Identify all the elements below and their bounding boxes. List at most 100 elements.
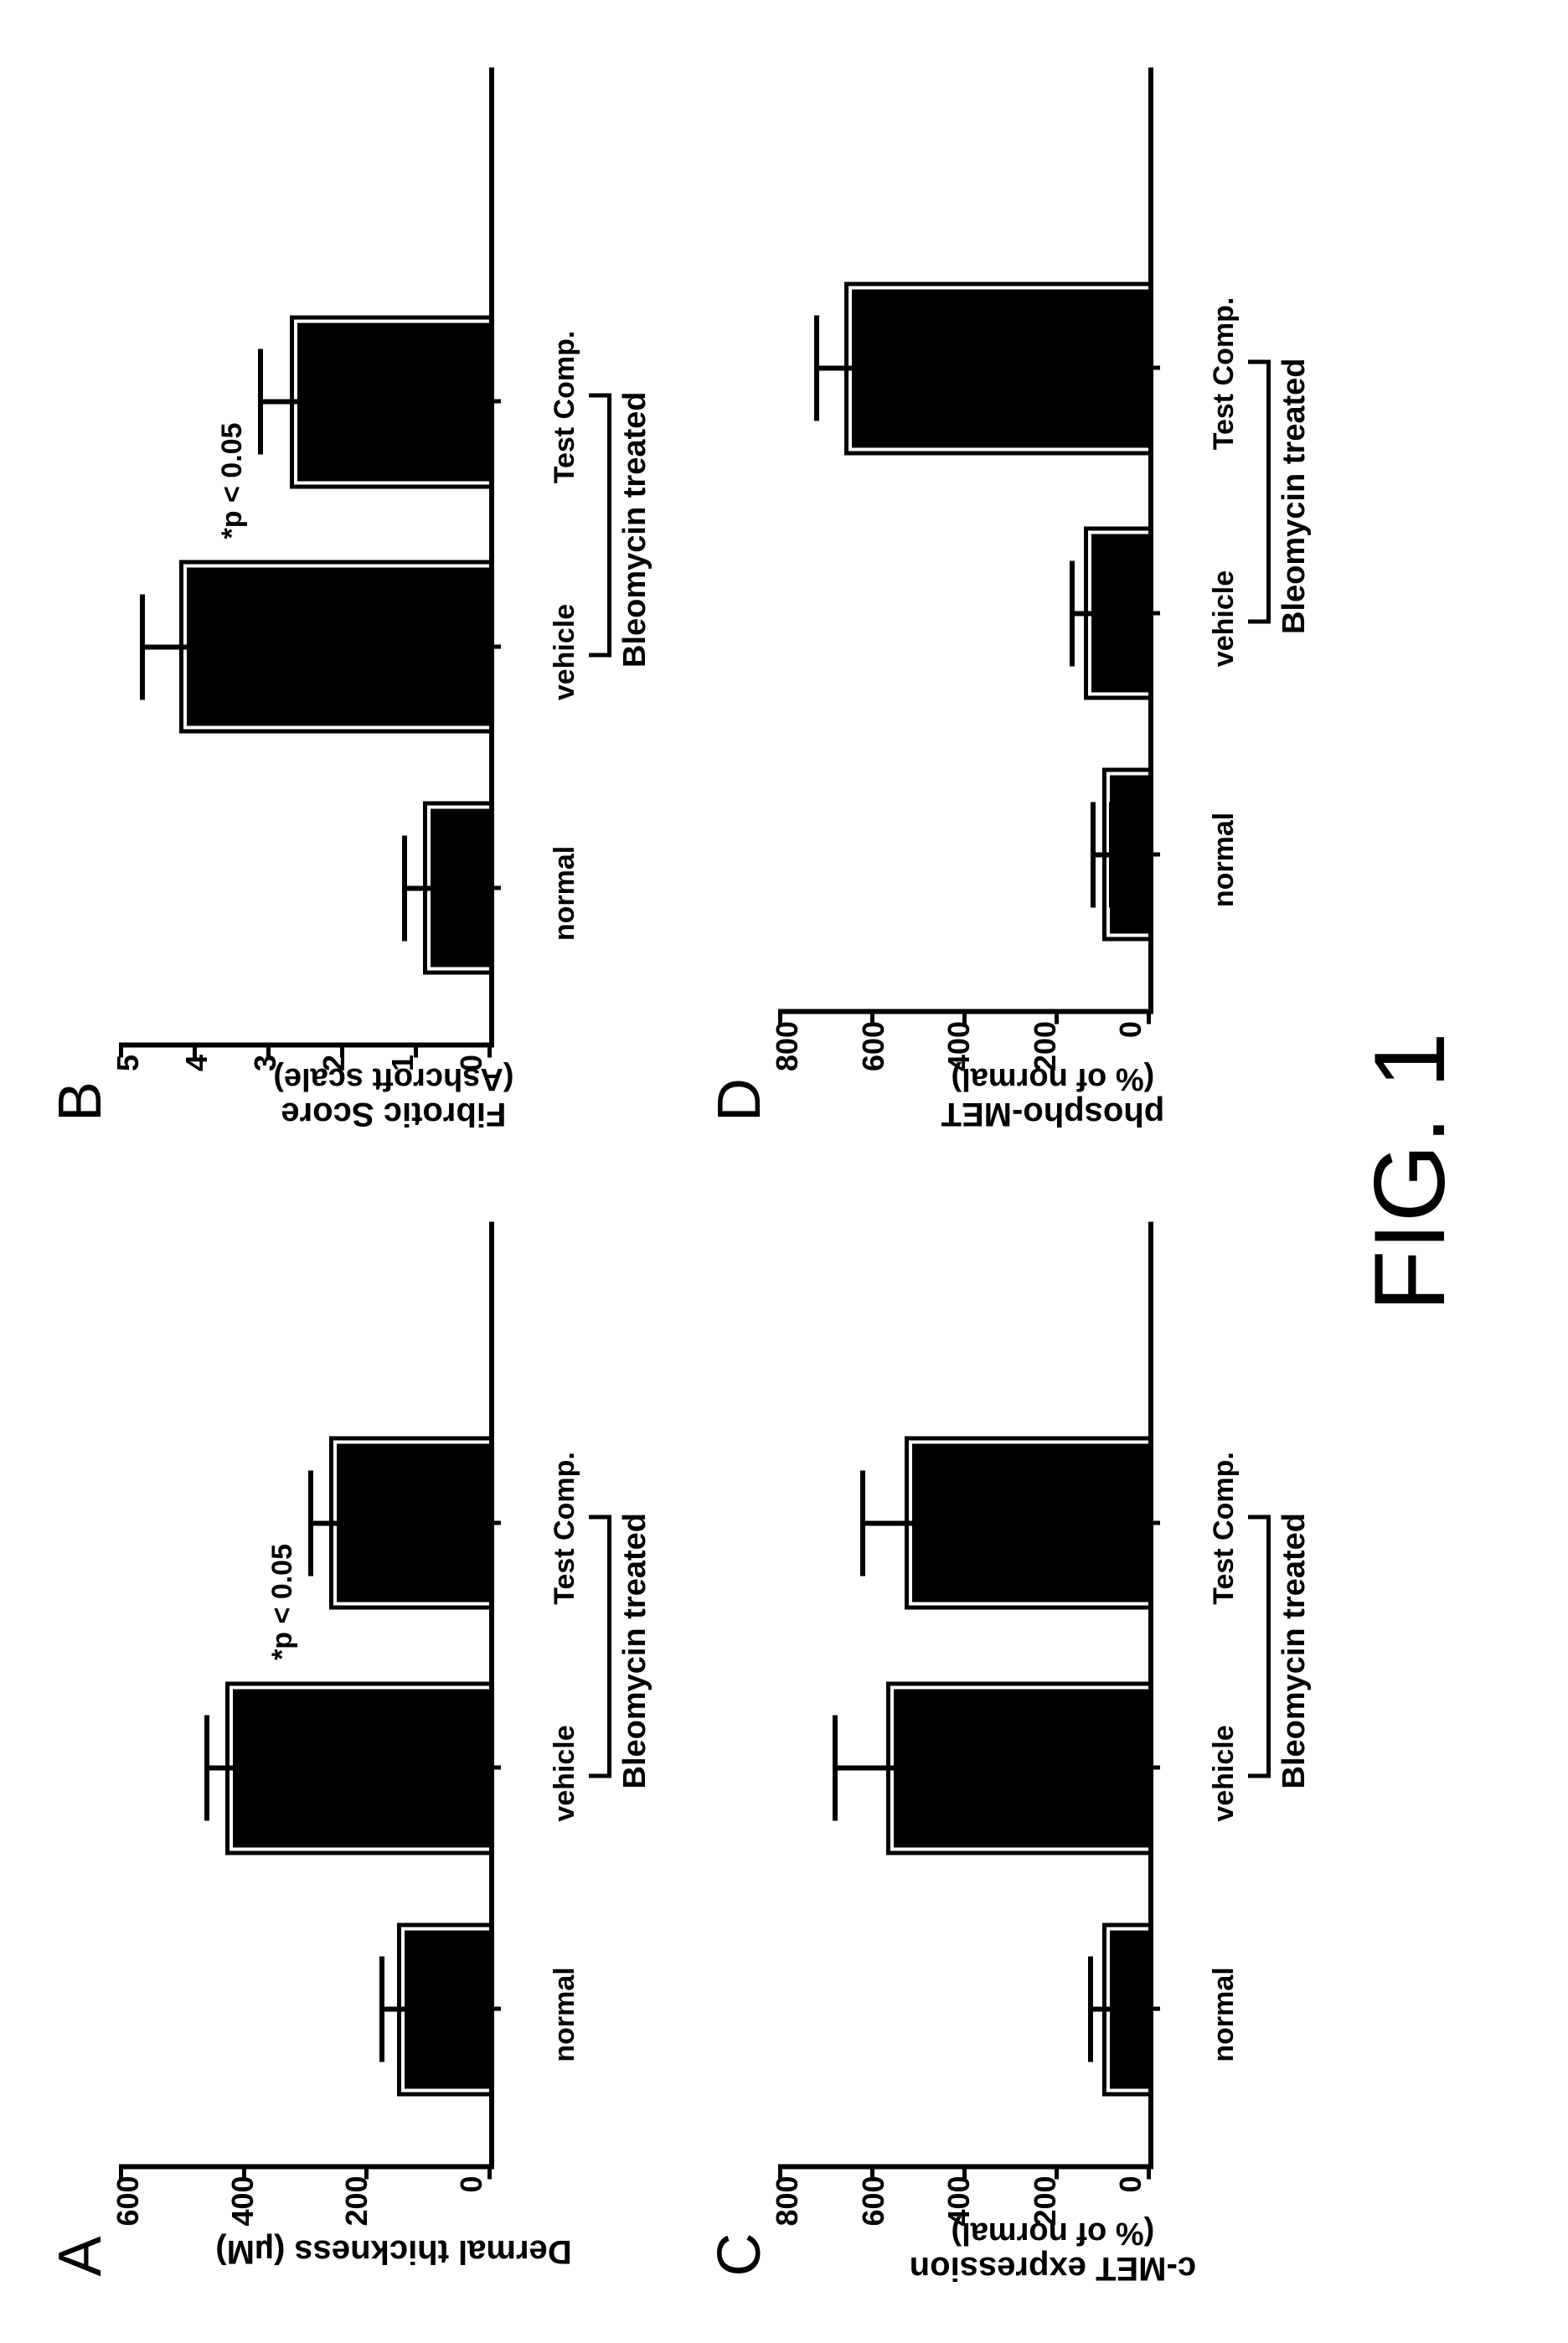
category-label: Test Comp. <box>1208 1452 1240 1605</box>
error-cap <box>317 348 322 454</box>
panel-C-plot-row: 8006004002000 <box>770 1222 1193 2227</box>
group-label: Bleomycin treated <box>617 1513 653 1788</box>
panel-B-chart: Fibrotic Score (Ashcroft scale) 543210 *… <box>111 67 676 1122</box>
category-label: normal <box>1208 812 1240 906</box>
error-cap <box>308 1470 313 1576</box>
panel-B-plot-area: *p < 0.05 <box>121 67 494 1047</box>
error-cap <box>934 1715 939 1820</box>
error-bar <box>207 1765 244 1770</box>
error-cap <box>943 1470 948 1576</box>
error-bar <box>863 1520 946 1525</box>
xtick-mark <box>1148 852 1160 856</box>
p-value-annotation: *p < 0.05 <box>266 1544 299 1660</box>
category-label: normal <box>1208 1967 1240 2062</box>
group-label: Bleomycin treated <box>1277 358 1313 633</box>
category-label: Test Comp. <box>549 1452 581 1605</box>
panel-A-plot-wrap: 6004002000 *p < 0.05 normalvehicleTest C… <box>111 1222 676 2227</box>
panel-C-top: C <box>709 1222 770 2277</box>
ytick-label: 600 <box>856 2175 891 2226</box>
ytick-mark <box>778 1009 782 1024</box>
error-bar <box>405 885 441 890</box>
panel-A-ylabel: Dermal thickness (µM) <box>215 2232 571 2269</box>
panel-A-plot-area: *p < 0.05 <box>121 1222 494 2169</box>
panel-D-xcats: normalvehicleTest Comp.Bleomycin treated <box>1193 261 1335 1014</box>
ytick-mark <box>1147 1009 1151 1024</box>
xtick-mark <box>489 1765 501 1769</box>
panel-C: C c-MET expression (% of normal) 8006004… <box>709 1222 1335 2277</box>
panel-B-plot-wrap: 543210 *p < 0.05 normalvehicleTest Comp.… <box>111 67 676 1071</box>
ytick-mark <box>340 1042 344 1057</box>
error-cap <box>1109 802 1114 907</box>
panel-C-xcats: normal vehicle Test Comp. Bleomycin treated <box>1193 1415 1335 2169</box>
panel-letter-B: B <box>50 1081 111 1121</box>
error-bar <box>817 365 872 370</box>
error-cap <box>814 315 819 421</box>
ytick-mark <box>487 1042 492 1057</box>
error-cap <box>439 835 444 941</box>
error-cap <box>833 1715 838 1820</box>
panel-D-top: D <box>709 67 770 1122</box>
error-cap <box>1093 560 1098 666</box>
panel-letter-A: A <box>50 2236 111 2276</box>
ytick-label: 800 <box>770 1020 805 1071</box>
category-label: vehicle <box>549 603 581 699</box>
group-bracket <box>589 1515 611 1778</box>
ytick-mark <box>119 2164 123 2179</box>
bar-inner-border <box>333 1440 489 1605</box>
error-cap <box>860 1470 865 1576</box>
panel-A-yticks: 6004002000 <box>111 2169 489 2226</box>
group-bracket <box>1248 1515 1271 1778</box>
panel-C-plot-area <box>780 1222 1153 2169</box>
panel-A: A Dermal thickness (µM) 6004002000 *p < … <box>50 1222 676 2277</box>
panel-grid: A Dermal thickness (µM) 600 400 200 0 *p < … <box>50 67 1335 2276</box>
group-label: Bleomycin treated <box>1277 1513 1313 1788</box>
error-bar <box>382 2006 413 2011</box>
ytick-label: 400 <box>225 2175 260 2226</box>
ytick-label: 0 <box>1113 2175 1148 2192</box>
xtick-mark <box>1148 365 1160 369</box>
panel-D-ylabel-sub: (% of normal) <box>941 1061 1164 1096</box>
error-cap <box>214 594 219 699</box>
ytick-mark <box>193 1042 197 1057</box>
xtick-mark <box>1148 1520 1160 1525</box>
bar-inner-border <box>230 1685 489 1850</box>
panel-B-ylabel-wrap: Fibrotic Score (Ashcroft scale) <box>111 1071 676 1122</box>
xtick-mark <box>489 885 501 890</box>
panel-B: B Fibrotic Score (Ashcroft scale) 543210… <box>50 67 676 1122</box>
category-label: Test Comp. <box>549 330 581 483</box>
error-cap <box>1091 802 1096 907</box>
xtick-mark <box>489 2006 501 2010</box>
ytick-mark <box>870 1009 874 1024</box>
panel-D-plot-row: 8006004002000 <box>770 67 1193 1071</box>
panel-D-plot-area <box>780 67 1153 1014</box>
panel-A-xcats: normal vehicle Test Comp. Bleomycin treated <box>534 1415 676 2169</box>
group-bracket <box>1248 360 1271 624</box>
error-bar <box>311 1520 348 1525</box>
error-cap <box>379 1956 384 2062</box>
panel-D-ylabel-wrap: phospho-MET (% of normal) <box>770 1071 1335 1122</box>
bar-inner-border <box>294 319 489 484</box>
category-label: vehicle <box>549 1725 581 1821</box>
ytick-mark <box>962 2164 967 2179</box>
category-label: Test Comp. <box>1208 297 1240 450</box>
ytick-label: 0 <box>1113 1020 1148 1037</box>
error-cap <box>140 594 145 699</box>
panel-D: D phospho-MET (% of normal) 800600400200… <box>709 67 1335 1122</box>
ytick-label: 600 <box>111 2175 146 2226</box>
panel-D-plot-wrap: 8006004002000 normalvehicleTest Comp.Ble… <box>770 67 1335 1071</box>
figure-caption: FIG. 1 <box>1352 1032 1467 1311</box>
xtick-mark <box>489 399 501 403</box>
bar-inner-border <box>848 286 1148 451</box>
p-value-annotation: *p < 0.05 <box>216 422 249 539</box>
panel-D-chart: phospho-MET (% of normal) 8006004002000 … <box>770 67 1335 1122</box>
error-cap <box>869 315 874 421</box>
error-cap <box>410 1956 415 2062</box>
panel-B-ylabel: Fibrotic Score (Ashcroft scale) <box>273 1061 513 1133</box>
ytick-mark <box>1055 2164 1059 2179</box>
error-cap <box>241 1715 246 1820</box>
ytick-label: 200 <box>339 2175 374 2226</box>
category-label: normal <box>549 1967 581 2062</box>
ytick-mark <box>266 1042 271 1057</box>
category-label: vehicle <box>1208 1725 1240 1821</box>
bar <box>329 1436 489 1609</box>
